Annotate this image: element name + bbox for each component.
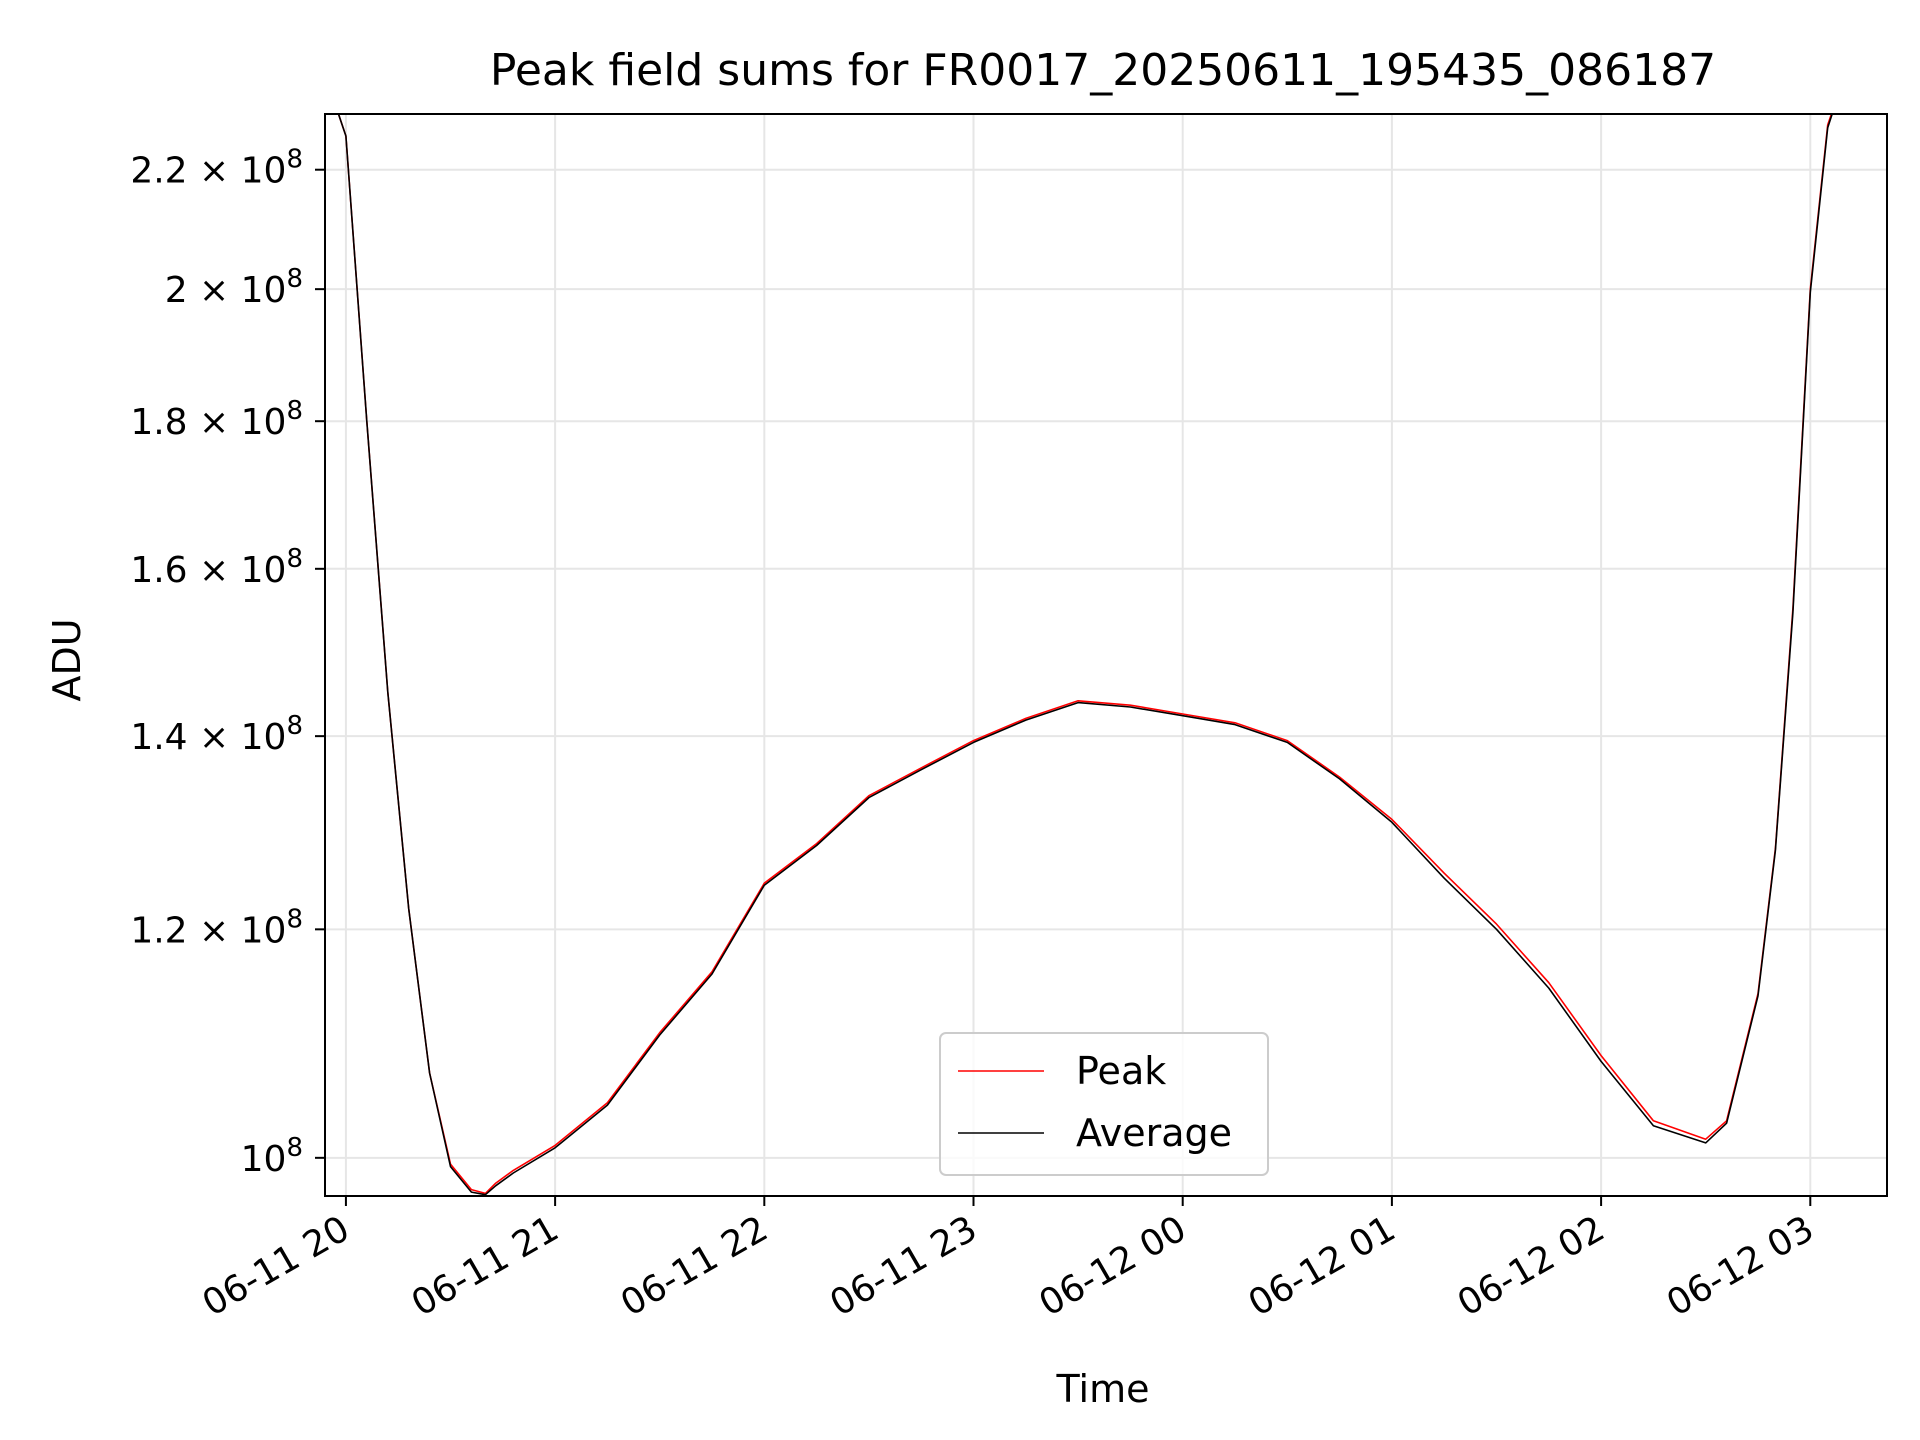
legend-box (939, 1032, 1269, 1176)
y-tick-label: 1.4 × 108 (130, 711, 303, 758)
x-axis-label: Time (1056, 1367, 1150, 1411)
x-tick-label: 06-11 20 (196, 1208, 357, 1324)
y-tick-label: 1.6 × 108 (130, 544, 303, 591)
y-axis-ticks: 108 1.2 × 108 1.4 × 108 1.6 × 108 1.8 × 108 2… (130, 145, 325, 1180)
chart-title: Peak field sums for FR0017_20250611_1954… (490, 45, 1716, 96)
x-tick-label: 06-12 01 (1242, 1208, 1403, 1324)
y-tick-label: 1.8 × 108 (130, 396, 303, 443)
x-tick-label: 06-12 00 (1033, 1208, 1194, 1324)
x-tick-label: 06-11 21 (405, 1208, 566, 1324)
x-tick-label: 06-11 22 (614, 1208, 775, 1324)
legend: Peak Average (939, 1032, 1269, 1176)
y-tick-label: 108 (241, 1133, 303, 1180)
x-tick-label: 06-12 03 (1660, 1208, 1821, 1324)
x-axis-ticks: 06-11 20 06-11 21 06-11 22 06-11 23 06-12 00… (196, 1196, 1821, 1325)
x-tick-label: 06-11 23 (823, 1208, 984, 1324)
grid-layer (325, 114, 1887, 1196)
x-tick-label: 06-12 02 (1451, 1208, 1612, 1324)
plot-area-frame (324, 113, 1888, 1197)
series-layer (337, 114, 1834, 1196)
legend-label-average: Average (1076, 1111, 1232, 1155)
series-line-peak (337, 114, 1833, 1195)
series-line-average (337, 114, 1834, 1196)
y-tick-label: 2.2 × 108 (130, 145, 303, 192)
y-tick-label: 1.2 × 108 (130, 904, 303, 951)
legend-label-peak: Peak (1076, 1049, 1166, 1093)
y-axis-label: ADU (45, 618, 89, 701)
y-tick-label: 2 × 108 (165, 264, 303, 311)
